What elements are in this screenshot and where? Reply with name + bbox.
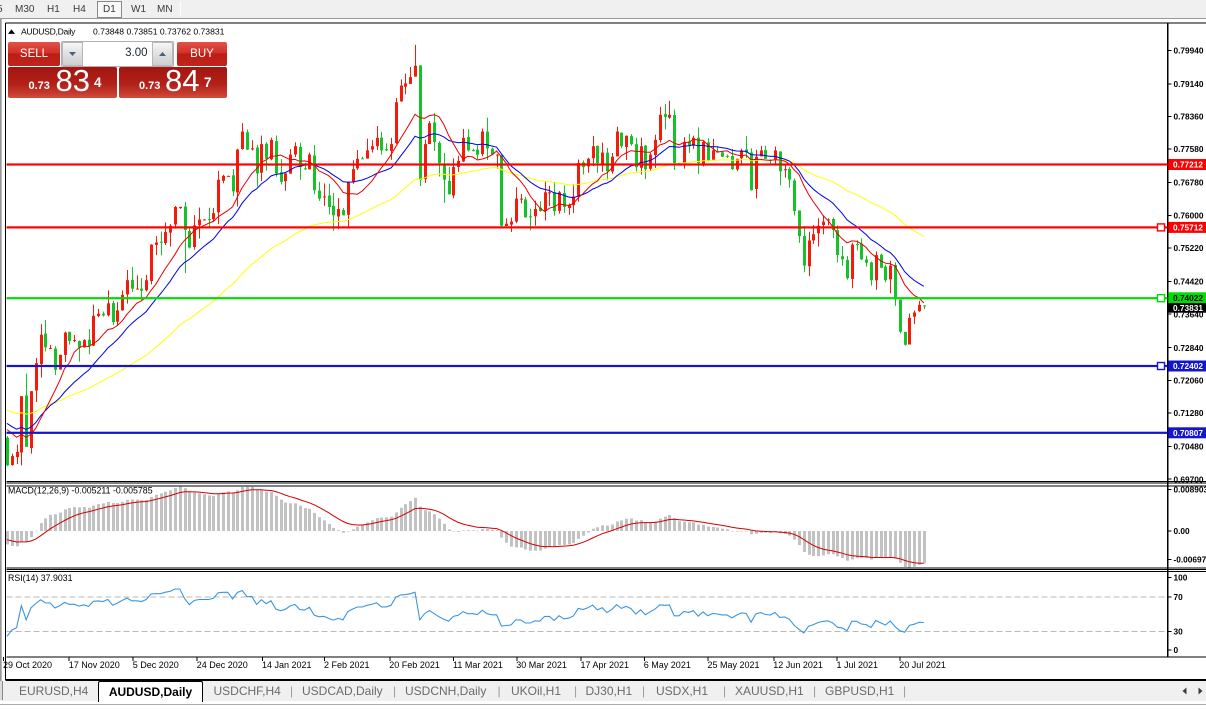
svg-text:MACD(12,26,9) -0.005211 -0.005: MACD(12,26,9) -0.005211 -0.005785: [8, 486, 153, 496]
svg-text:0: 0: [1174, 645, 1179, 655]
svg-text:AUDUSD,Daily: AUDUSD,Daily: [21, 26, 76, 36]
svg-text:0.00: 0.00: [1174, 526, 1191, 536]
svg-text:0.79140: 0.79140: [1174, 79, 1204, 89]
svg-text:0.78360: 0.78360: [1174, 112, 1204, 122]
svg-text:12 Jun 2021: 12 Jun 2021: [773, 660, 823, 670]
svg-text:24 Dec 2020: 24 Dec 2020: [197, 660, 248, 670]
svg-text:1 Jul 2021: 1 Jul 2021: [837, 660, 879, 670]
svg-text:0.77212: 0.77212: [1173, 160, 1203, 170]
svg-text:0.008903: 0.008903: [1174, 485, 1206, 495]
svg-text:11 Mar 2021: 11 Mar 2021: [453, 660, 503, 670]
svg-text:0.75220: 0.75220: [1174, 243, 1204, 253]
svg-text:14 Jan 2021: 14 Jan 2021: [262, 660, 312, 670]
svg-text:30 Mar 2021: 30 Mar 2021: [516, 660, 567, 670]
svg-text:70: 70: [1174, 592, 1184, 602]
svg-text:0.73831: 0.73831: [1173, 303, 1203, 313]
svg-text:0.74022: 0.74022: [1173, 293, 1203, 303]
svg-text:0.73848 0.73851 0.73762 0.7383: 0.73848 0.73851 0.73762 0.73831: [93, 26, 225, 36]
svg-text:-0.00697: -0.00697: [1174, 555, 1206, 565]
svg-text:0.75712: 0.75712: [1173, 223, 1203, 233]
svg-text:0.70807: 0.70807: [1173, 428, 1203, 438]
svg-text:20 Feb 2021: 20 Feb 2021: [389, 660, 440, 670]
svg-text:6 May 2021: 6 May 2021: [644, 660, 691, 670]
svg-text:0.79940: 0.79940: [1174, 45, 1204, 55]
svg-text:30: 30: [1174, 627, 1184, 637]
svg-text:RSI(14) 37.9031: RSI(14) 37.9031: [8, 573, 73, 583]
svg-text:2 Feb 2021: 2 Feb 2021: [324, 660, 370, 670]
svg-text:0.69700: 0.69700: [1174, 474, 1204, 484]
svg-text:29 Oct 2020: 29 Oct 2020: [3, 660, 52, 670]
svg-text:25 May 2021: 25 May 2021: [708, 660, 760, 670]
svg-text:17 Nov 2020: 17 Nov 2020: [69, 660, 120, 670]
svg-text:0.72840: 0.72840: [1174, 343, 1204, 353]
svg-text:0.76780: 0.76780: [1174, 178, 1204, 188]
svg-text:0.74420: 0.74420: [1174, 277, 1204, 287]
svg-text:0.77580: 0.77580: [1174, 144, 1204, 154]
svg-text:17 Apr 2021: 17 Apr 2021: [581, 660, 630, 670]
svg-text:0.71280: 0.71280: [1174, 408, 1204, 418]
svg-text:5 Dec 2020: 5 Dec 2020: [133, 660, 179, 670]
svg-text:0.70480: 0.70480: [1174, 442, 1204, 452]
svg-text:0.76000: 0.76000: [1174, 210, 1204, 220]
svg-text:20 Jul 2021: 20 Jul 2021: [899, 660, 946, 670]
svg-text:0.72402: 0.72402: [1173, 361, 1203, 371]
svg-text:0.72060: 0.72060: [1174, 375, 1204, 385]
svg-text:100: 100: [1174, 573, 1188, 583]
